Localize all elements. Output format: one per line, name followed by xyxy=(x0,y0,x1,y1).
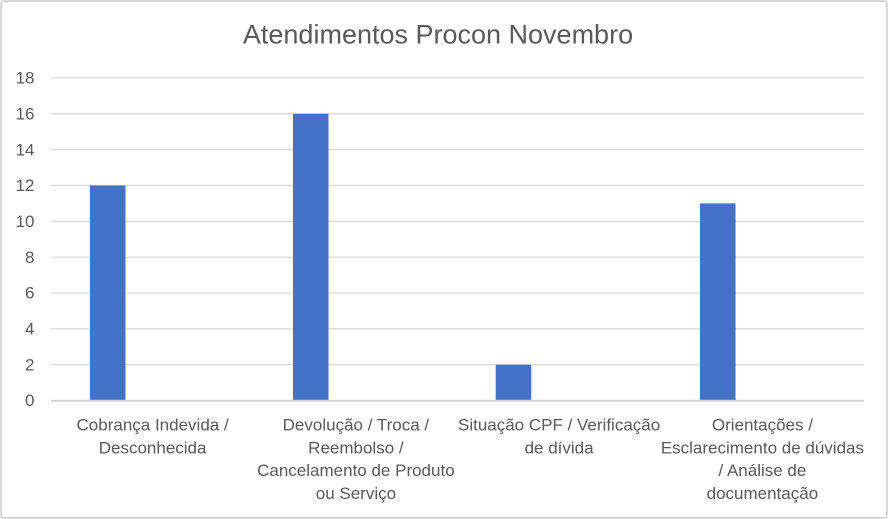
svg-text:Orientações /: Orientações / xyxy=(712,416,813,435)
svg-text:4: 4 xyxy=(25,320,34,339)
svg-text:Esclarecimento de dúvidas: Esclarecimento de dúvidas xyxy=(661,439,864,458)
svg-text:Reembolso /: Reembolso / xyxy=(308,439,404,458)
svg-text:14: 14 xyxy=(16,140,35,159)
svg-text:documentação: documentação xyxy=(707,484,819,503)
svg-text:de dívida: de dívida xyxy=(525,439,595,458)
svg-text:Atendimentos Procon Novembro: Atendimentos Procon Novembro xyxy=(243,20,633,50)
svg-text:8: 8 xyxy=(25,248,34,267)
svg-text:10: 10 xyxy=(16,212,35,231)
svg-text:/ Análise de: / Análise de xyxy=(718,461,806,480)
svg-text:16: 16 xyxy=(16,105,35,124)
svg-text:Cobrança Indevida /: Cobrança Indevida / xyxy=(77,416,229,435)
svg-text:0: 0 xyxy=(25,391,34,410)
svg-text:6: 6 xyxy=(25,284,34,303)
svg-text:18: 18 xyxy=(16,69,35,88)
svg-text:Devolução / Troca /: Devolução / Troca / xyxy=(283,416,430,435)
svg-text:Cancelamento de Produto: Cancelamento de Produto xyxy=(257,461,455,480)
svg-text:2: 2 xyxy=(25,355,34,374)
svg-text:12: 12 xyxy=(16,176,35,195)
svg-text:ou Serviço: ou Serviço xyxy=(316,484,396,503)
svg-text:Situação CPF / Verificação: Situação CPF / Verificação xyxy=(458,416,660,435)
svg-text:Desconhecida: Desconhecida xyxy=(99,439,207,458)
